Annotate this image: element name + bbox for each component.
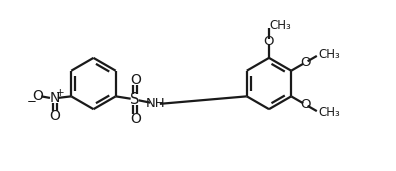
Text: O: O: [130, 73, 141, 87]
Text: O: O: [264, 35, 274, 48]
Text: CH₃: CH₃: [319, 48, 341, 61]
Text: CH₃: CH₃: [319, 106, 341, 119]
Text: O: O: [300, 98, 311, 111]
Text: CH₃: CH₃: [269, 19, 291, 32]
Text: NH: NH: [145, 97, 165, 110]
Text: +: +: [56, 88, 65, 98]
Text: O: O: [300, 56, 311, 69]
Text: O: O: [32, 89, 43, 103]
Text: N: N: [50, 91, 60, 105]
Text: −: −: [27, 95, 37, 108]
Text: S: S: [130, 92, 139, 107]
Text: O: O: [130, 112, 141, 126]
Text: O: O: [49, 109, 60, 123]
